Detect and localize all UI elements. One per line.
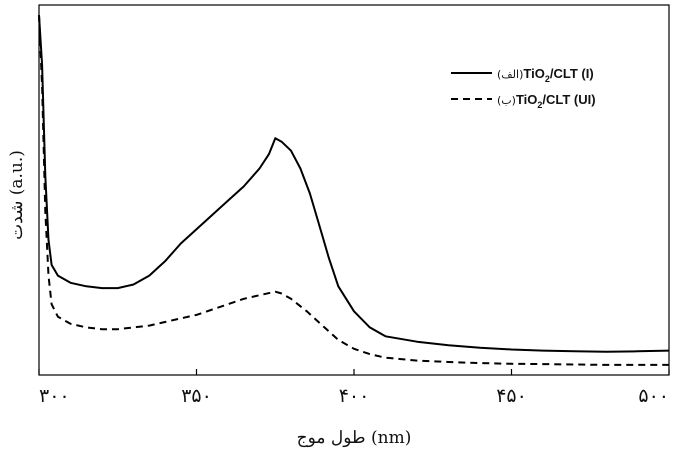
- legend-series-2-suffix: /CLT (UI): [542, 92, 595, 107]
- x-axis-title: طول موج (nm): [297, 428, 412, 448]
- x-ticks: ۳۰۰ ۳۵۰ ۴۰۰ ۴۵۰ ۵۰۰: [38, 369, 670, 407]
- series-line-1: [38, 14, 670, 353]
- legend-series-2-subscript: 2: [537, 100, 542, 110]
- x-tick-label: ۴۰۰: [339, 385, 370, 407]
- series-layer: [38, 14, 670, 366]
- legend-series-2-variant: (ب): [497, 94, 516, 107]
- plot-frame: [38, 4, 670, 376]
- legend-series-1-subscript: 2: [545, 74, 550, 84]
- x-tick-label: ۳۵۰: [181, 385, 212, 407]
- y-axis-title: شدت (a.u.): [7, 150, 27, 240]
- legend-label-series-1: (الف)TiO2/CLT (I): [497, 66, 594, 84]
- legend-series-2-formula: TiO: [516, 92, 537, 107]
- legend: (الف)TiO2/CLT (I) (ب)TiO2/CLT (UI): [451, 66, 596, 110]
- legend-series-1-suffix: /CLT (I): [550, 66, 594, 81]
- legend-series-1-variant: (الف): [497, 68, 523, 81]
- x-tick-label: ۴۵۰: [496, 385, 527, 407]
- legend-label-series-2: (ب)TiO2/CLT (UI): [497, 92, 596, 110]
- x-tick-label: ۵۰۰: [638, 385, 669, 407]
- series-line-2: [38, 14, 669, 366]
- legend-series-1-formula: TiO: [523, 66, 544, 81]
- x-tick-label: ۳۰۰: [39, 385, 70, 407]
